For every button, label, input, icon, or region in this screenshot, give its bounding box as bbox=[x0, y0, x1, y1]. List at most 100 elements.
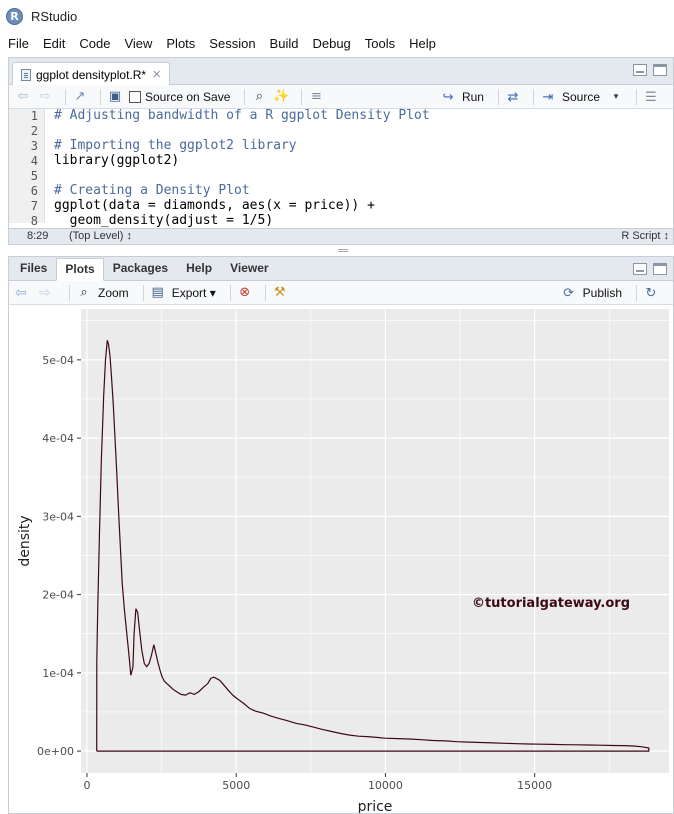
find-replace-icon[interactable]: ⌕ bbox=[255, 89, 264, 104]
publish-button[interactable]: Publish bbox=[582, 286, 622, 300]
tab-plots[interactable]: Plots bbox=[56, 258, 104, 281]
y-tick-label: 0e+00 bbox=[37, 745, 74, 758]
menu-debug[interactable]: Debug bbox=[312, 35, 351, 51]
file-type-selector[interactable]: R Script ↕ bbox=[621, 230, 669, 242]
maximize-pane-icon[interactable] bbox=[653, 263, 667, 275]
zoom-magnifier-icon[interactable]: ⌕ bbox=[80, 285, 88, 300]
x-axis-label: price bbox=[358, 799, 393, 813]
next-plot-icon[interactable]: ⇨ bbox=[39, 284, 51, 301]
window-title: RStudio bbox=[31, 8, 78, 24]
refresh-plot-icon[interactable]: ↻ bbox=[645, 285, 657, 301]
plots-window-controls bbox=[633, 263, 667, 275]
toolbar-divider bbox=[301, 88, 303, 105]
line-number: 5 bbox=[30, 169, 38, 183]
line-number-gutter: 1 2 3 4 5 6 7 8 bbox=[9, 109, 45, 228]
menu-view[interactable]: View bbox=[124, 35, 153, 51]
maximize-pane-icon[interactable] bbox=[653, 64, 667, 76]
plots-toolbar-right: ⟳ Publish ↻ bbox=[561, 281, 665, 305]
menu-build[interactable]: Build bbox=[269, 35, 299, 51]
editor-file-tab-label: ggplot densityplot.R* bbox=[36, 67, 147, 82]
run-arrow-icon[interactable]: ↪ bbox=[442, 89, 454, 105]
scope-selector[interactable]: (Top Level) ↕ bbox=[69, 230, 132, 242]
export-button[interactable]: Export ▾ bbox=[171, 285, 216, 300]
editor-status-bar: 8:29 (Top Level) ↕ R Script ↕ bbox=[9, 228, 673, 244]
forward-arrow-icon[interactable]: ⇨ bbox=[39, 89, 51, 104]
remove-plot-icon[interactable]: ⊗ bbox=[239, 285, 251, 300]
code-tools-wand-icon[interactable]: ✨ bbox=[273, 89, 290, 104]
menu-session[interactable]: Session bbox=[209, 35, 256, 51]
zoom-button[interactable]: Zoom bbox=[98, 285, 129, 300]
minimize-pane-icon[interactable] bbox=[633, 263, 647, 275]
tab-files[interactable]: Files bbox=[20, 261, 48, 275]
menu-edit[interactable]: Edit bbox=[42, 35, 66, 51]
line-number: 6 bbox=[30, 184, 38, 198]
menu-code[interactable]: Code bbox=[79, 35, 111, 51]
menu-tools[interactable]: Tools bbox=[364, 35, 396, 51]
x-tick-label: 15000 bbox=[517, 779, 552, 792]
source-on-save-checkbox[interactable] bbox=[129, 90, 141, 103]
export-image-icon[interactable]: ▤ bbox=[151, 285, 164, 300]
clear-all-broom-icon[interactable]: ⚒ bbox=[273, 285, 286, 300]
y-tick-label: 2e-04 bbox=[42, 589, 74, 602]
compile-report-icon[interactable]: ≡ bbox=[310, 89, 322, 104]
plots-toolbar: ⇦ ⇨ ⌕ Zoom ▤ Export ▾ ⊗ ⚒ ⟳ Publish ↻ bbox=[9, 281, 673, 305]
editor-file-tab[interactable]: ggplot densityplot.R* ✕ bbox=[12, 62, 171, 86]
document-outline-icon[interactable]: ☰ bbox=[645, 89, 657, 105]
rerun-icon[interactable]: ⇄ bbox=[507, 89, 519, 105]
line-number: 4 bbox=[30, 154, 38, 168]
code-line: ggplot(data = diamonds, aes(x = price)) … bbox=[54, 198, 375, 213]
toolbar-divider bbox=[142, 284, 144, 301]
toolbar-divider bbox=[69, 284, 70, 301]
editor-tab-strip: ggplot densityplot.R* ✕ bbox=[9, 58, 673, 86]
previous-plot-icon[interactable]: ⇦ bbox=[15, 284, 27, 301]
rstudio-logo-icon: R bbox=[6, 7, 23, 25]
editor-toolbar: ⇦ ⇨ ↗ ▣ Source on Save ⌕ ✨ ≡ ↪ Run ⇄ ⇥ S… bbox=[9, 85, 673, 109]
toolbar-divider bbox=[264, 284, 266, 301]
publish-icon[interactable]: ⟳ bbox=[563, 285, 575, 301]
tab-viewer[interactable]: Viewer bbox=[230, 261, 269, 275]
x-axis: 0 5000 10000 15000 bbox=[83, 773, 552, 792]
back-arrow-icon[interactable]: ⇦ bbox=[17, 89, 29, 104]
line-number: 8 bbox=[30, 214, 38, 228]
y-tick-label: 1e-04 bbox=[42, 667, 74, 680]
line-number: 2 bbox=[30, 124, 38, 138]
menu-help[interactable]: Help bbox=[409, 35, 436, 51]
minimize-pane-icon[interactable] bbox=[633, 64, 647, 76]
y-tick-label: 4e-04 bbox=[42, 432, 74, 445]
toolbar-divider bbox=[229, 284, 231, 301]
y-tick-label: 3e-04 bbox=[42, 510, 74, 523]
menu-plots[interactable]: Plots bbox=[166, 35, 196, 51]
editor-pane: ggplot densityplot.R* ✕ ⇦ ⇨ ↗ ▣ Source o… bbox=[8, 57, 674, 245]
toolbar-divider bbox=[636, 285, 637, 301]
tab-packages[interactable]: Packages bbox=[112, 261, 169, 275]
pane-splitter[interactable] bbox=[8, 247, 674, 255]
close-tab-icon[interactable]: ✕ bbox=[152, 69, 162, 81]
source-button[interactable]: Source bbox=[561, 90, 600, 104]
code-line: # Adjusting bandwidth of a R ggplot Dens… bbox=[54, 108, 430, 123]
line-number: 7 bbox=[30, 199, 38, 213]
code-line: # Creating a Density Plot bbox=[54, 183, 250, 198]
tab-help[interactable]: Help bbox=[186, 261, 213, 275]
cursor-position: 8:29 bbox=[27, 230, 49, 242]
code-line: geom_density(adjust = 1/5) bbox=[54, 213, 274, 228]
editor-toolbar-right: ↪ Run ⇄ ⇥ Source ▾ ☰ bbox=[440, 85, 665, 109]
plots-pane: Files Plots Packages Help Viewer ⇦ ⇨ ⌕ Z… bbox=[8, 256, 674, 814]
code-line: # Importing the ggplot2 library bbox=[54, 138, 297, 153]
toolbar-divider bbox=[497, 89, 499, 105]
toolbar-divider bbox=[532, 89, 534, 105]
save-icon[interactable]: ▣ bbox=[108, 89, 122, 104]
source-dropdown-icon[interactable]: ▾ bbox=[613, 92, 619, 102]
source-arrow-icon[interactable]: ⇥ bbox=[542, 89, 554, 105]
y-axis: 0e+00 1e-04 2e-04 3e-04 4e-04 5e-04 bbox=[37, 354, 81, 758]
watermark-text: ©tutorialgateway.org bbox=[472, 596, 630, 611]
line-number: 1 bbox=[30, 109, 38, 123]
toolbar-divider bbox=[244, 88, 246, 105]
menu-bar: File Edit Code View Plots Session Build … bbox=[0, 32, 674, 54]
menu-file[interactable]: File bbox=[8, 35, 29, 51]
editor-window-controls bbox=[633, 64, 667, 76]
x-tick-label: 0 bbox=[83, 779, 90, 792]
code-editor[interactable]: 1 2 3 4 5 6 7 8 # Adjusting bandwidth of… bbox=[9, 108, 673, 228]
plot-canvas: 0e+00 1e-04 2e-04 3e-04 4e-04 5e-04 0 5000 1000… bbox=[9, 307, 673, 814]
run-button[interactable]: Run bbox=[461, 90, 484, 104]
show-in-window-icon[interactable]: ↗ bbox=[74, 89, 86, 104]
